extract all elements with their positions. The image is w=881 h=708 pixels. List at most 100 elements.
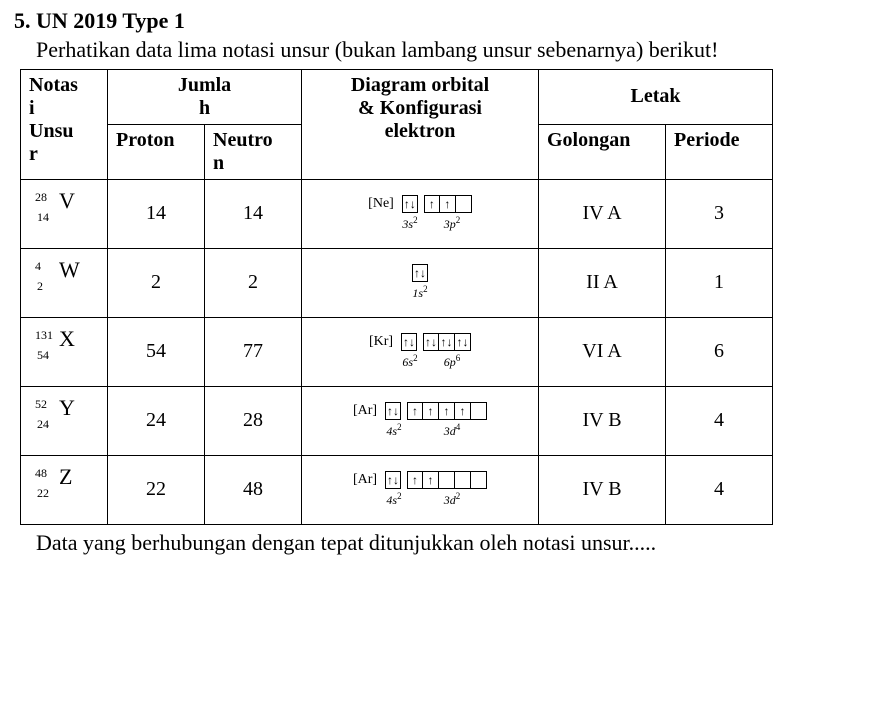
periode-value: 3 xyxy=(666,179,773,248)
orbital-boxgroup: ↑↓↑↓↑↓ xyxy=(423,333,471,351)
orbital-box xyxy=(456,195,472,213)
proton-count: 14 xyxy=(108,179,205,248)
atomic-number: 24 xyxy=(37,417,49,432)
orbital-diagram: [Ar]↑↓↑↑↑↑4s23d4 xyxy=(302,386,539,455)
question-number-heading: 5. UN 2019 Type 1 xyxy=(14,8,867,34)
table-row: 4W222↑↓1s2II A1 xyxy=(21,248,773,317)
orbital-label: 3d2 xyxy=(412,491,492,508)
neutron-count: 2 xyxy=(205,248,302,317)
orbital-label: 6s2 xyxy=(402,353,418,370)
atomic-number: 2 xyxy=(37,279,43,294)
header-diagram: Diagram orbital& Konfigurasielektron xyxy=(302,69,539,179)
orbital-box: ↑ xyxy=(407,471,423,489)
header-letak: Letak xyxy=(539,69,773,124)
orbital-boxgroup: ↑↑ xyxy=(424,195,472,213)
orbital-diagram: [Ne] ↑↓ ↑↑ 3s2 3p2 xyxy=(302,179,539,248)
orbital-box: ↑ xyxy=(424,195,440,213)
atomic-number: 14 xyxy=(37,210,49,225)
orbital-box: ↑↓ xyxy=(385,471,401,489)
golongan-value: II A xyxy=(539,248,666,317)
orbital-box xyxy=(439,471,455,489)
orbital-label: 3d4 xyxy=(412,422,492,439)
orbital-diagram: [Ar] ↑↓ ↑↑ 4s2 3d2 xyxy=(302,455,539,524)
proton-count: 54 xyxy=(108,317,205,386)
neutron-count: 77 xyxy=(205,317,302,386)
header-jumlah: Jumlah xyxy=(108,69,302,124)
element-symbol: V xyxy=(59,188,75,214)
element-symbol: Y xyxy=(59,395,75,421)
orbital-box: ↑↓ xyxy=(455,333,471,351)
orbital-box: ↑ xyxy=(455,402,471,420)
header-notasi: NotasiUnsur xyxy=(21,69,108,179)
table-row: 52Y242428[Ar]↑↓↑↑↑↑4s23d4IV B4 xyxy=(21,386,773,455)
orbital-boxgroup: ↑↓ xyxy=(402,195,418,213)
element-symbol: X xyxy=(59,326,75,352)
table-row: 48Z222248[Ar]↑↓↑↑4s23d2IV B4 xyxy=(21,455,773,524)
proton-count: 24 xyxy=(108,386,205,455)
orbital-diagram: [Kr]↑↓↑↓↑↓↑↓6s26p6 xyxy=(302,317,539,386)
orbital-label: 4s2 xyxy=(386,422,402,439)
golongan-value: IV A xyxy=(539,179,666,248)
orbital-box xyxy=(455,471,471,489)
mass-number: 52 xyxy=(35,397,47,412)
core-config: [Ar] xyxy=(353,403,377,419)
question-prompt: Perhatikan data lima notasi unsur (bukan… xyxy=(36,36,867,65)
periode-value: 4 xyxy=(666,455,773,524)
mass-number: 28 xyxy=(35,190,47,205)
core-config: [Ar] xyxy=(353,472,377,488)
orbital-box xyxy=(471,402,487,420)
orbital-box: ↑↓ xyxy=(412,264,428,282)
mass-number: 48 xyxy=(35,466,47,481)
orbital-box: ↑↓ xyxy=(402,195,418,213)
question-closing: Data yang berhubungan dengan tepat ditun… xyxy=(36,529,867,558)
mass-number: 4 xyxy=(35,259,41,274)
orbital-label: 6p6 xyxy=(428,353,476,370)
header-proton: Proton xyxy=(108,124,205,179)
orbital-box: ↑ xyxy=(423,402,439,420)
periode-value: 1 xyxy=(666,248,773,317)
orbital-box: ↑↓ xyxy=(401,333,417,351)
header-golongan: Golongan xyxy=(539,124,666,179)
atomic-number: 22 xyxy=(37,486,49,501)
orbital-label: 3s2 xyxy=(402,215,418,232)
atomic-number: 54 xyxy=(37,348,49,363)
golongan-value: IV B xyxy=(539,386,666,455)
proton-count: 22 xyxy=(108,455,205,524)
orbital-box: ↑↓ xyxy=(423,333,439,351)
orbital-boxgroup: ↑↓ xyxy=(401,333,417,351)
orbital-diagram: ↑↓ 1s2 xyxy=(302,248,539,317)
orbital-box: ↑ xyxy=(440,195,456,213)
orbital-box xyxy=(471,471,487,489)
element-symbol: W xyxy=(59,257,80,283)
orbital-boxgroup: ↑↑↑↑ xyxy=(407,402,487,420)
orbital-box: ↑↓ xyxy=(385,402,401,420)
neutron-count: 48 xyxy=(205,455,302,524)
orbital-box: ↑ xyxy=(423,471,439,489)
table-row: 28V141414[Ne]↑↓↑↑3s23p2IV A3 xyxy=(21,179,773,248)
golongan-value: VI A xyxy=(539,317,666,386)
orbital-boxgroup: ↑↓ xyxy=(412,264,428,282)
header-neutron: Neutron xyxy=(205,124,302,179)
core-config: [Kr] xyxy=(369,334,393,350)
periode-value: 6 xyxy=(666,317,773,386)
orbital-label: 3p2 xyxy=(428,215,476,232)
orbital-boxgroup: ↑↓ xyxy=(385,471,401,489)
header-periode: Periode xyxy=(666,124,773,179)
data-table: NotasiUnsur Jumlah Diagram orbital& Konf… xyxy=(20,69,773,525)
neutron-count: 28 xyxy=(205,386,302,455)
orbital-label: 4s2 xyxy=(386,491,402,508)
periode-value: 4 xyxy=(666,386,773,455)
proton-count: 2 xyxy=(108,248,205,317)
golongan-value: IV B xyxy=(539,455,666,524)
table-row: 131X545477[Kr]↑↓↑↓↑↓↑↓6s26p6VI A6 xyxy=(21,317,773,386)
orbital-box: ↑ xyxy=(407,402,423,420)
orbital-boxgroup: ↑↓ xyxy=(385,402,401,420)
mass-number: 131 xyxy=(35,328,53,343)
orbital-box: ↑ xyxy=(439,402,455,420)
orbital-boxgroup: ↑↑ xyxy=(407,471,487,489)
core-config: [Ne] xyxy=(368,196,394,212)
orbital-box: ↑↓ xyxy=(439,333,455,351)
neutron-count: 14 xyxy=(205,179,302,248)
element-symbol: Z xyxy=(59,464,72,490)
orbital-label: 1s2 xyxy=(412,284,428,301)
